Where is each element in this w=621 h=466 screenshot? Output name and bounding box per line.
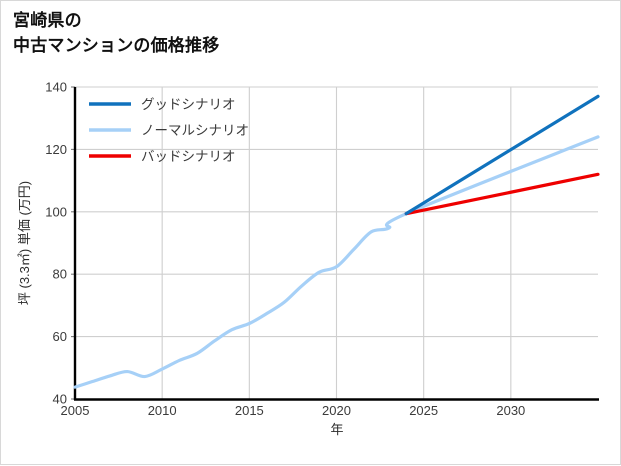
x-tick-label: 2025	[409, 403, 438, 418]
x-tick-label: 2020	[322, 403, 351, 418]
y-tick-label: 100	[45, 204, 67, 219]
legend-label: バッドシナリオ	[141, 149, 236, 164]
y-axis-ticks: 40 60 80 100 120 140	[45, 80, 75, 407]
legend-label: ノーマルシナリオ	[141, 123, 249, 138]
y-tick-label: 140	[45, 80, 67, 95]
data-series-group	[73, 94, 600, 389]
x-tick-label: 2005	[61, 403, 90, 418]
y-tick-label: 80	[53, 267, 67, 282]
x-tick-label: 2010	[148, 403, 177, 418]
y-tick-label: 60	[53, 329, 67, 344]
page-title: 宮崎県の 中古マンションの価格推移	[13, 9, 513, 58]
y-tick-label: 40	[53, 392, 67, 407]
gridlines	[75, 86, 598, 399]
x-tick-label: 2030	[496, 403, 525, 418]
x-tick-label: 2015	[235, 403, 264, 418]
x-axis-title: 年	[330, 422, 343, 437]
series-line	[404, 94, 600, 216]
title-line-2: 中古マンションの価格推移	[13, 35, 220, 55]
series-line	[404, 172, 600, 216]
series-line	[73, 135, 600, 389]
y-tick-label: 120	[45, 142, 67, 157]
y-axis-title: 坪 (3.3㎡) 単価 (万円)	[17, 181, 32, 305]
x-axis-ticks: 2005 2010 2015 2020 2025 2030	[61, 403, 526, 418]
title-line-1: 宮崎県の	[13, 11, 82, 30]
legend-label: グッドシナリオ	[141, 97, 236, 112]
